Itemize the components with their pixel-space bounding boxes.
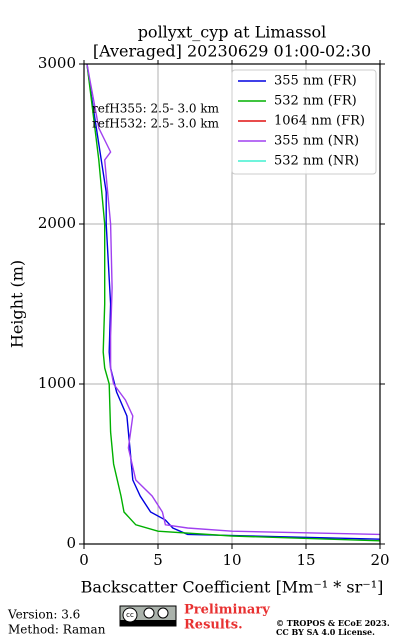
y-axis-label: Height (m) [8, 260, 27, 348]
x-tick-label: 5 [153, 551, 163, 569]
license: © TROPOS & ECoE 2023. [276, 618, 390, 628]
x-tick-label: 0 [79, 551, 89, 569]
plot-frame [83, 63, 381, 545]
method: Method: Raman [8, 623, 106, 637]
legend-label: 355 nm (NR) [274, 134, 359, 149]
chart-title: pollyxt_cyp at Limassol [138, 23, 327, 42]
y-tick-label: 2000 [38, 214, 76, 232]
cc-badge: cc [119, 605, 177, 627]
profile-line [86, 63, 381, 536]
profile-line [86, 63, 381, 542]
y-tick-label: 0 [66, 534, 76, 552]
legend-label: 532 nm (NR) [274, 154, 359, 169]
legend-label: 355 nm (FR) [274, 74, 357, 89]
y-tick-label: 1000 [38, 374, 76, 392]
y-tick-label: 3000 [38, 54, 76, 72]
legend-label: 532 nm (FR) [274, 94, 357, 109]
x-axis-label: Backscatter Coefficient [Mm⁻¹ * sr⁻¹] [81, 578, 384, 597]
annotation: refH532: 2.5- 3.0 km [92, 117, 220, 131]
preliminary: Preliminary [184, 603, 270, 618]
version: Version: 3.6 [7, 608, 80, 622]
legend-label: 1064 nm (FR) [274, 114, 365, 129]
annotation: refH355: 2.5- 3.0 km [92, 102, 220, 116]
x-tick-label: 15 [296, 551, 315, 569]
plot-area [86, 63, 381, 542]
x-tick-label: 20 [370, 551, 389, 569]
license: CC BY SA 4.0 License. [276, 627, 375, 637]
preliminary: Results. [184, 618, 243, 633]
chart-subtitle: [Averaged] 20230629 01:00-02:30 [93, 42, 371, 61]
profile-line [86, 63, 381, 540]
svg-text:cc: cc [126, 611, 134, 619]
x-tick-label: 10 [222, 551, 241, 569]
legend-box [231, 69, 377, 175]
